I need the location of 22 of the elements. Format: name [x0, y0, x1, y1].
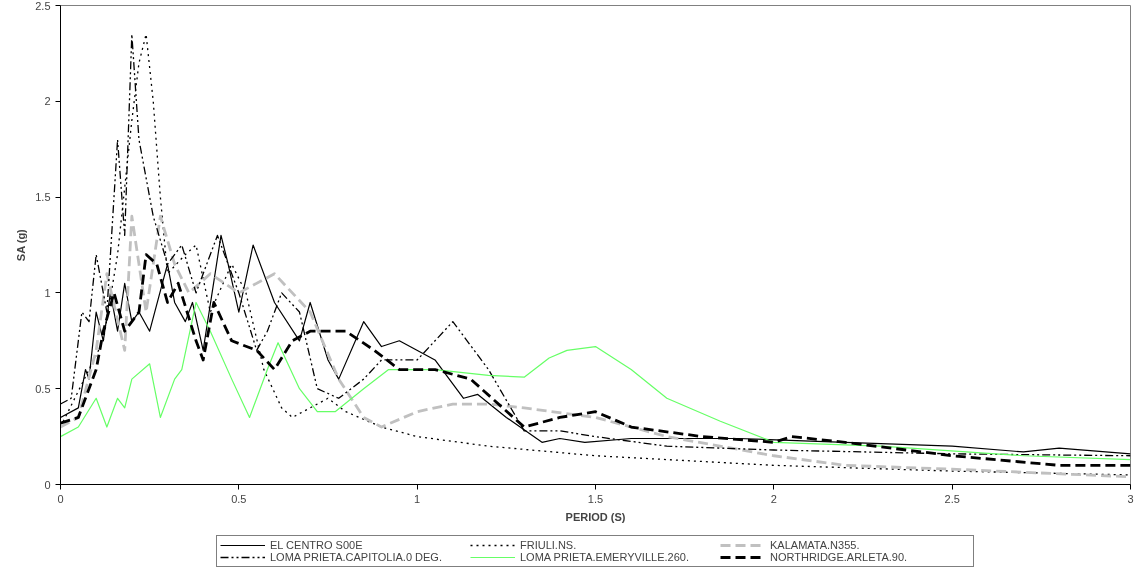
y-tick-label: 0 — [44, 478, 51, 491]
x-tick-label: 0.5 — [231, 492, 247, 505]
x-tick-label: 1.5 — [587, 492, 604, 505]
x-tick-label: 1 — [414, 492, 421, 505]
legend-label: KALAMATA.N355. — [770, 539, 861, 551]
legend-label: NORTHRIDGE.ARLETA.90. — [770, 551, 909, 563]
y-axis-title: SA (g) — [15, 228, 28, 262]
y-tick-label: 1.5 — [35, 191, 51, 204]
y-tick-label: 1 — [44, 286, 51, 299]
x-tick-label: 2 — [770, 492, 777, 505]
legend-label: EL CENTRO S00E — [270, 539, 364, 551]
legend-label: LOMA PRIETA.EMERYVILLE.260. — [520, 551, 690, 563]
y-tick-label: 0.5 — [35, 382, 51, 395]
x-axis-title: PERIOD (S) — [565, 510, 626, 523]
x-tick-label: 0 — [57, 492, 64, 505]
y-tick-label: 2.5 — [35, 0, 51, 12]
line-series — [60, 301, 1131, 461]
legend-label: FRIULI.NS. — [520, 539, 578, 551]
x-tick-label: 3 — [1127, 492, 1134, 505]
legend-label: LOMA PRIETA.CAPITOLIA.0 DEG. — [270, 551, 443, 563]
y-tick-label: 2 — [44, 95, 51, 108]
x-tick-label: 2.5 — [944, 492, 960, 505]
